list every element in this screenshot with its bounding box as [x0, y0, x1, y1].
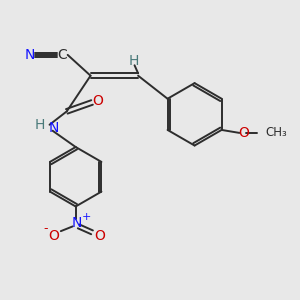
- Text: O: O: [92, 94, 104, 108]
- Text: N: N: [48, 121, 59, 135]
- Text: O: O: [48, 229, 59, 243]
- Text: +: +: [81, 212, 91, 223]
- Text: N: N: [72, 216, 83, 230]
- Text: O: O: [238, 126, 249, 140]
- Text: O: O: [94, 229, 105, 243]
- Text: H: H: [128, 54, 139, 68]
- Text: H: H: [35, 118, 45, 132]
- Text: -: -: [44, 222, 48, 235]
- Text: N: N: [24, 48, 35, 62]
- Text: C: C: [57, 48, 67, 62]
- Text: CH₃: CH₃: [266, 126, 287, 140]
